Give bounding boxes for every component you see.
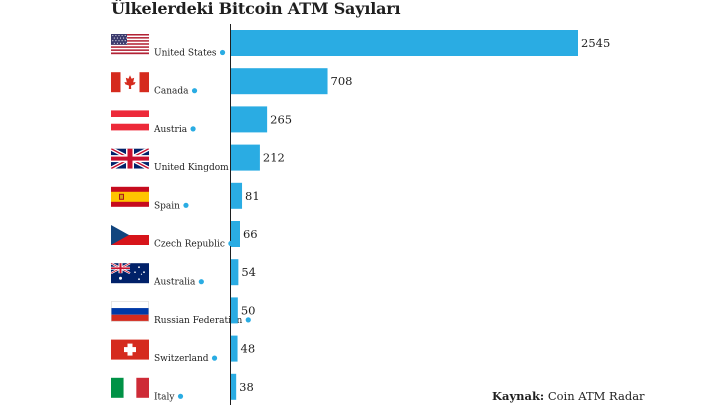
category-label: Russian Federation bbox=[154, 316, 242, 326]
category-label: United States bbox=[154, 49, 217, 59]
spain-flag-icon bbox=[111, 186, 149, 207]
bar bbox=[231, 182, 243, 209]
marker-dot bbox=[245, 317, 251, 323]
category-label: Australia bbox=[153, 278, 196, 288]
australia-flag-icon bbox=[110, 262, 149, 284]
category-label: Austria bbox=[153, 125, 188, 135]
data-label: 38 bbox=[239, 380, 254, 394]
source-label: Kaynak: bbox=[492, 389, 545, 403]
data-label: 2545 bbox=[581, 36, 610, 50]
source-note: Kaynak: Coin ATM Radar bbox=[492, 389, 645, 403]
switzerland-flag-icon bbox=[111, 339, 149, 360]
russia-flag-icon bbox=[111, 301, 149, 322]
data-label: 48 bbox=[241, 342, 256, 356]
category-label: United Kingdom bbox=[154, 163, 229, 173]
data-label: 54 bbox=[241, 265, 256, 279]
italy-flag-icon bbox=[111, 377, 149, 398]
marker-dot bbox=[191, 88, 198, 94]
category-label: Canada bbox=[154, 87, 189, 97]
category-label: Italy bbox=[154, 392, 175, 402]
marker-dot bbox=[198, 279, 204, 285]
bar bbox=[231, 30, 578, 56]
source-text: Coin ATM Radar bbox=[547, 389, 645, 403]
austria-flag-icon bbox=[111, 110, 149, 131]
category-label: Switzerland bbox=[154, 354, 209, 364]
marker-dot bbox=[177, 393, 184, 399]
category-label: Czech Republic bbox=[154, 240, 225, 250]
uk-flag-icon bbox=[111, 148, 149, 169]
marker-dot bbox=[211, 355, 218, 361]
marker-dot bbox=[190, 126, 196, 132]
data-label: 81 bbox=[245, 189, 260, 203]
data-label: 708 bbox=[331, 74, 353, 88]
chart-title: Ülkelerdeki Bitcoin ATM Sayıları bbox=[111, 0, 401, 18]
bar bbox=[231, 68, 328, 95]
data-label: 66 bbox=[243, 227, 258, 241]
canada-flag-icon bbox=[111, 72, 149, 93]
us-flag-icon bbox=[111, 34, 149, 55]
bar bbox=[231, 335, 238, 362]
bar bbox=[231, 106, 268, 133]
marker-dot bbox=[183, 202, 189, 208]
bar bbox=[231, 221, 240, 247]
data-label: 50 bbox=[241, 303, 256, 317]
bar bbox=[231, 144, 260, 171]
bar bbox=[231, 297, 238, 324]
bar bbox=[231, 259, 239, 286]
bar bbox=[231, 373, 237, 400]
data-label: 265 bbox=[270, 112, 292, 126]
czech-flag-icon bbox=[111, 225, 149, 245]
category-label: Spain bbox=[154, 201, 180, 211]
marker-dot bbox=[219, 49, 226, 56]
data-label: 212 bbox=[263, 151, 285, 165]
